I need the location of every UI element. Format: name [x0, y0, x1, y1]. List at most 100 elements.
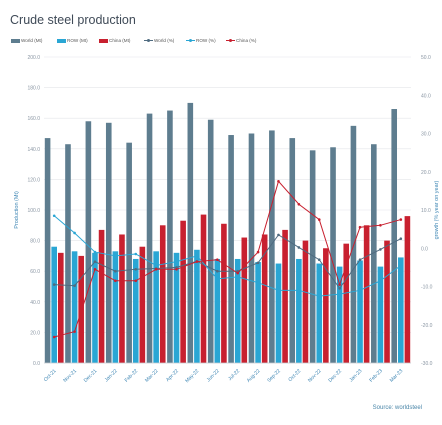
- bar-china-mt: [384, 240, 390, 363]
- legend-swatch: [226, 39, 235, 43]
- bar-row-mt: [275, 263, 282, 363]
- point-china: [358, 225, 362, 229]
- x-tick-label: Mar-23: [389, 368, 405, 384]
- x-tick-label: Jan-22: [104, 368, 119, 383]
- bar-world-mt: [269, 130, 275, 363]
- bar-row-mt: [153, 251, 159, 363]
- x-tick-label: Mar-22: [144, 368, 160, 384]
- bar-china-mt: [221, 223, 227, 363]
- y2-tick-label: 50.0: [421, 55, 431, 61]
- point-china: [216, 258, 219, 262]
- bar-world-mt: [330, 147, 336, 363]
- x-tick-label: Jul-22: [227, 368, 241, 382]
- bar-world-mt: [289, 138, 296, 363]
- point-row: [338, 292, 341, 296]
- bar-china-mt: [363, 225, 370, 363]
- bar-row-mt: [255, 262, 261, 363]
- point-world: [379, 248, 382, 251]
- point-world: [399, 237, 403, 240]
- legend-item-world-mt: World (Mt): [11, 37, 42, 45]
- point-china: [134, 279, 138, 283]
- y-tick-label: 40.0: [30, 300, 40, 306]
- point-china: [73, 330, 76, 333]
- y2-tick-label: 10.0: [421, 208, 431, 214]
- point-row: [297, 289, 301, 292]
- point-world: [175, 266, 178, 269]
- point-row: [216, 277, 219, 281]
- point-china: [317, 218, 321, 221]
- bar-world-mt: [105, 122, 112, 363]
- x-tick-label: Feb-22: [124, 368, 140, 384]
- line-row: [53, 215, 402, 297]
- legend-item-row-mt: ROW (Mt): [57, 37, 88, 45]
- point-row: [379, 279, 382, 283]
- point-china: [93, 267, 97, 271]
- point-world: [358, 258, 362, 262]
- legend-label: China (Mt): [109, 38, 131, 43]
- point-row: [277, 289, 280, 292]
- bar-world-mt: [207, 119, 214, 363]
- y-tick-label: 60.0: [30, 269, 40, 275]
- x-tick-label: May-22: [184, 368, 200, 384]
- x-tick-label: Apr-22: [165, 368, 180, 383]
- legend-item-china-pct: China (%): [226, 37, 256, 45]
- y2-axis-label: growth (% year on year): [434, 180, 440, 239]
- bar-row-mt: [71, 251, 78, 363]
- y-axis-label: Production (Mt): [14, 191, 20, 229]
- point-world: [317, 258, 321, 262]
- point-world: [297, 246, 301, 249]
- bar-row-mt: [336, 266, 343, 363]
- legend-label: World (Mt): [21, 38, 43, 43]
- chart-title: Crude steel production: [10, 13, 136, 27]
- bar-china-mt: [323, 248, 329, 363]
- bar-china-mt: [302, 240, 309, 363]
- bar-row-mt: [214, 258, 221, 363]
- bar-china-mt: [282, 229, 288, 363]
- point-china: [399, 218, 403, 221]
- bar-china-mt: [261, 234, 268, 363]
- point-china: [175, 267, 178, 271]
- y2-tick-label: -30.0: [421, 361, 433, 367]
- point-row: [114, 254, 117, 258]
- legend-label: World (%): [154, 38, 175, 43]
- point-china: [154, 267, 158, 271]
- x-tick-label: Dec-22: [327, 368, 343, 384]
- y-tick-label: 120.0: [27, 177, 40, 183]
- point-world: [338, 287, 341, 290]
- bar-row-mt: [51, 246, 57, 363]
- legend-swatch: [186, 39, 195, 43]
- bar-world-mt: [65, 144, 71, 363]
- bar-china-mt: [343, 243, 350, 363]
- point-row: [134, 252, 138, 256]
- bar-world-mt: [167, 110, 173, 363]
- point-world: [216, 269, 219, 273]
- point-row: [93, 250, 97, 254]
- line-china: [54, 180, 401, 338]
- point-china: [256, 250, 260, 254]
- bar-china-mt: [119, 234, 125, 363]
- y2-tick-label: -10.0: [421, 285, 433, 291]
- bar-row-mt: [377, 266, 384, 363]
- legend-swatch: [99, 38, 108, 43]
- bar-world-mt: [309, 150, 316, 363]
- bar-row-mt: [173, 252, 180, 363]
- bar-world-mt: [146, 113, 153, 363]
- bar-world-mt: [85, 121, 92, 363]
- point-world: [256, 261, 260, 265]
- point-row: [73, 231, 76, 235]
- bar-china-mt: [139, 246, 146, 363]
- point-world: [73, 284, 76, 288]
- point-row: [154, 264, 158, 267]
- bar-world-mt: [391, 109, 398, 364]
- point-china: [277, 180, 280, 183]
- bar-world-mt: [44, 138, 51, 363]
- legend-label: ROW (%): [196, 38, 216, 43]
- bar-world-mt: [126, 142, 132, 363]
- x-tick-label: Nov-21: [62, 368, 78, 384]
- point-world: [93, 260, 97, 263]
- point-row: [399, 264, 403, 267]
- y2-tick-label: 40.0: [421, 93, 431, 99]
- y2-tick-label: 30.0: [421, 132, 431, 138]
- x-tick-label: Aug-22: [246, 368, 262, 384]
- point-world: [52, 283, 56, 286]
